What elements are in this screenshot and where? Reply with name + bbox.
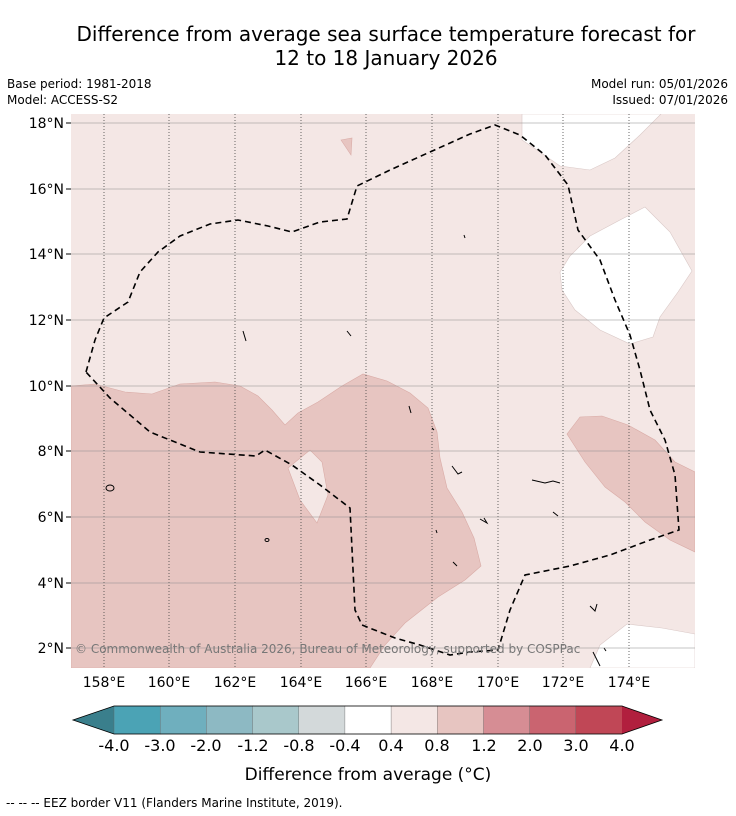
colorbar-tick: -3.0	[144, 736, 175, 755]
anomaly-region-light-red-west	[71, 373, 482, 668]
colorbar-tick: -4.0	[98, 736, 129, 755]
colorbar-label: Difference from average (°C)	[245, 765, 492, 785]
eez-legend: -- -- -- EEZ border V11 (Flanders Marine…	[6, 796, 343, 810]
lon-label: 158°E	[83, 675, 126, 691]
colorbar-segment	[483, 705, 531, 735]
lon-label: 160°E	[148, 675, 191, 691]
colorbar-tick-labels: -4.0 -3.0 -2.0 -1.2 -0.8 -0.4 0.4 0.8 1.…	[98, 736, 634, 755]
colorbar: -4.0 -3.0 -2.0 -1.2 -0.8 -0.4 0.4 0.8 1.…	[71, 705, 664, 785]
colorbar-segment	[437, 705, 485, 735]
colorbar-segment	[206, 705, 254, 735]
latitude-lines	[71, 122, 695, 649]
eez-border	[85, 124, 680, 656]
lon-label: 170°E	[477, 675, 520, 691]
islands	[105, 234, 607, 667]
chart-title-line1: Difference from average sea surface temp…	[76, 22, 696, 46]
colorbar-outline	[71, 705, 664, 735]
base-period: Base period: 1981-2018	[7, 77, 152, 91]
anomaly-region-white-ne	[521, 114, 662, 171]
colorbar-tick: -1.2	[237, 736, 268, 755]
issued-date: Issued: 07/01/2026	[612, 93, 728, 107]
colorbar-tick: 4.0	[609, 736, 634, 755]
model-run: Model run: 05/01/2026	[590, 77, 728, 91]
colorbar-tick: -0.8	[283, 736, 314, 755]
lon-label: 172°E	[542, 675, 585, 691]
lat-label: 14°N	[29, 247, 64, 263]
colorbar-segment	[252, 705, 300, 735]
lat-label: 6°N	[38, 510, 64, 526]
lon-labels: 158°E 160°E 162°E 164°E 166°E 168°E 170°…	[83, 675, 651, 691]
lat-labels: 18°N 16°N 14°N 12°N 10°N 8°N 6°N 4°N 2°N	[29, 116, 64, 657]
colorbar-segment	[529, 705, 577, 735]
lon-label: 166°E	[345, 675, 388, 691]
sst-anomaly-field	[71, 114, 695, 668]
colorbar-segment	[575, 705, 623, 735]
colorbar-segment	[390, 705, 438, 735]
colorbar-extend-low	[73, 706, 114, 734]
lat-label: 18°N	[29, 116, 64, 132]
colorbar-segment	[344, 705, 392, 735]
anomaly-region-white-e	[559, 206, 693, 345]
lat-tick-marks	[66, 122, 71, 649]
lon-label: 164°E	[280, 675, 323, 691]
lon-label: 162°E	[214, 675, 257, 691]
chart-title: Difference from average sea surface temp…	[0, 22, 736, 70]
model-name: Model: ACCESS-S2	[7, 93, 119, 107]
colorbar-tick: -2.0	[190, 736, 221, 755]
lat-label: 2°N	[38, 641, 64, 657]
colorbar-segment	[113, 705, 161, 735]
colorbar-tick: -0.4	[329, 736, 360, 755]
meta-right: Model run: 05/01/2026 Issued: 07/01/2026	[591, 76, 728, 108]
lat-label: 10°N	[29, 379, 64, 395]
anomaly-region-light-red-east	[566, 415, 695, 553]
lat-label: 8°N	[38, 444, 64, 460]
lat-label: 4°N	[38, 576, 64, 592]
copyright-notice: © Commonwealth of Australia 2026, Bureau…	[75, 642, 580, 656]
colorbar-tick: 3.0	[563, 736, 588, 755]
anomaly-region-spot-north	[340, 137, 353, 156]
colorbar-tick: 1.2	[471, 736, 496, 755]
anomaly-region-white-se	[589, 623, 695, 668]
colorbar-tick: 2.0	[517, 736, 542, 755]
lat-label: 12°N	[29, 313, 64, 329]
colorbar-extend-high	[622, 706, 662, 734]
colorbar-segments	[113, 705, 623, 735]
lon-label: 168°E	[411, 675, 454, 691]
colorbar-tick: 0.8	[424, 736, 449, 755]
colorbar-segment	[159, 705, 208, 735]
meta-left: Base period: 1981-2018 Model: ACCESS-S2	[7, 76, 152, 108]
lat-label: 16°N	[29, 182, 64, 198]
colorbar-segment	[298, 705, 346, 735]
chart-title-line2: 12 to 18 January 2026	[274, 46, 498, 70]
lon-label: 174°E	[608, 675, 651, 691]
colorbar-tick: 0.4	[378, 736, 403, 755]
